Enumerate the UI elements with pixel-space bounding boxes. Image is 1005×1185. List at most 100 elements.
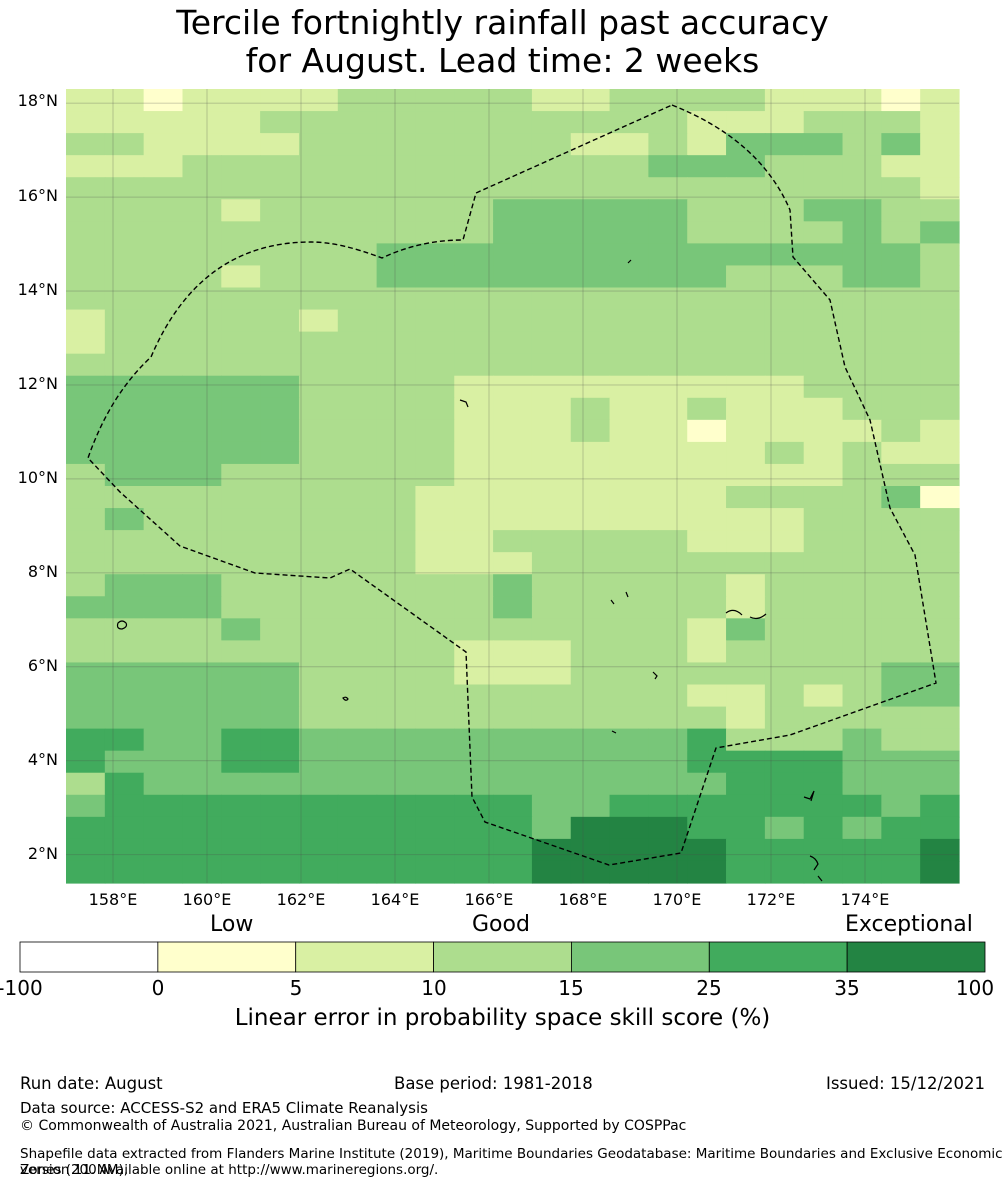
skill-cell: [493, 419, 533, 443]
skill-cell: [66, 353, 106, 377]
skill-cell: [609, 199, 649, 222]
skill-cell: [842, 618, 882, 641]
skill-cell: [493, 574, 533, 597]
skill-cell: [376, 309, 417, 333]
lat-tick-label: 18°N: [17, 91, 58, 110]
skill-cell: [570, 860, 611, 884]
skill-cell: [298, 177, 339, 200]
skill-cell: [182, 596, 222, 619]
skill-cell: [726, 486, 766, 509]
skill-cell: [726, 265, 766, 289]
skill-cell: [104, 618, 145, 641]
skill-cell: [260, 463, 300, 487]
skill-cell: [920, 397, 960, 421]
skill-cell: [66, 684, 106, 708]
skill-cell: [570, 640, 611, 664]
skill-cell: [104, 728, 145, 752]
skill-cell: [337, 772, 378, 796]
skill-cell: [764, 596, 805, 619]
skill-cell: [415, 199, 455, 222]
skill-cell: [221, 331, 261, 355]
skill-cell: [260, 640, 300, 664]
skill-cell: [493, 552, 533, 575]
skill-cell: [920, 353, 960, 377]
skill-cell: [182, 508, 222, 531]
skill-cell: [648, 552, 688, 575]
skill-cell: [260, 199, 300, 222]
skill-cell: [298, 397, 339, 421]
skill-cell: [454, 111, 494, 134]
skill-cell: [337, 331, 378, 355]
skill-cell: [726, 860, 766, 884]
skill-cell: [764, 89, 805, 112]
skill-cell: [764, 684, 805, 708]
skill-cell: [842, 574, 882, 597]
skill-cell: [182, 662, 222, 686]
skill-cell: [260, 574, 300, 597]
skill-cell: [221, 794, 261, 818]
skill-cell: [182, 640, 222, 664]
skill-cell: [881, 530, 921, 553]
skill-cell: [570, 486, 611, 509]
skill-cell: [66, 177, 106, 200]
colorbar-tick: 35: [834, 976, 860, 1000]
lon-tick-label: 168°E: [558, 890, 608, 909]
skill-cell: [260, 816, 300, 840]
skill-cell: [376, 133, 417, 156]
skill-cell: [454, 640, 494, 664]
skill-cell: [842, 441, 882, 465]
skill-cell: [66, 794, 106, 818]
skill-cell: [182, 728, 222, 752]
skill-cell: [260, 419, 300, 443]
skill-cell: [182, 794, 222, 818]
skill-cell: [104, 243, 145, 267]
skill-cell: [648, 243, 688, 267]
skill-cell: [493, 816, 533, 840]
skill-cell: [803, 750, 844, 774]
skill-cell: [687, 574, 727, 597]
skill-cell: [376, 728, 417, 752]
skill-cell: [842, 728, 882, 752]
legend-word-low: Low: [210, 912, 254, 937]
skill-cell: [531, 816, 572, 840]
skill-cell: [337, 397, 378, 421]
skill-cell: [337, 728, 378, 752]
skill-cell: [143, 331, 184, 355]
skill-cell: [415, 375, 455, 399]
skill-cell: [764, 331, 805, 355]
skill-cell: [803, 662, 844, 686]
skill-cell: [66, 419, 106, 443]
skill-cell: [260, 596, 300, 619]
skill-cell: [182, 287, 222, 311]
skill-cell: [415, 794, 455, 818]
skill-cell: [143, 552, 184, 575]
skill-cell: [842, 89, 882, 112]
run-date: Run date: August: [20, 1074, 163, 1093]
skill-cell: [493, 353, 533, 377]
skill-cell: [920, 243, 960, 267]
skill-cell: [920, 375, 960, 399]
skill-cell: [648, 706, 688, 730]
skill-cell: [143, 640, 184, 664]
skill-cell: [726, 243, 766, 267]
skill-cell: [687, 309, 727, 333]
skill-cell: [920, 221, 960, 244]
skill-cell: [182, 177, 222, 200]
issued-date: Issued: 15/12/2021: [825, 1074, 985, 1093]
skill-cell: [415, 353, 455, 377]
skill-cell: [881, 508, 921, 531]
skill-cell: [726, 155, 766, 178]
lon-tick-label: 172°E: [746, 890, 796, 909]
skill-cell: [687, 419, 727, 443]
skill-cell: [570, 309, 611, 333]
skill-cell: [764, 772, 805, 796]
skill-cell: [648, 860, 688, 884]
skill-cell: [881, 684, 921, 708]
skill-cell: [415, 728, 455, 752]
skill-cell: [570, 221, 611, 244]
skill-cell: [337, 89, 378, 112]
skill-cell: [609, 89, 649, 112]
skill-cell: [493, 309, 533, 333]
skill-cell: [648, 265, 688, 289]
skill-cell: [66, 397, 106, 421]
